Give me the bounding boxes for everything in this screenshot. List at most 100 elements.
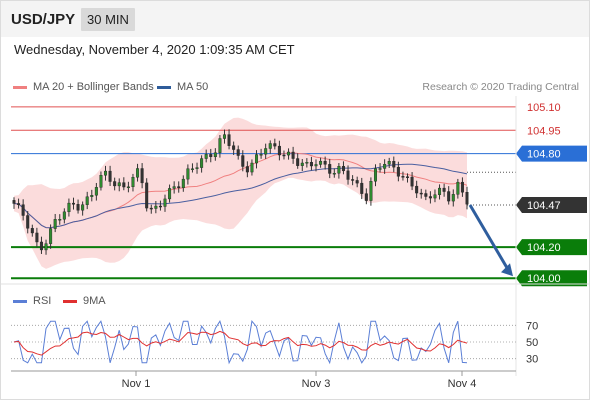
ma50-line bbox=[13, 163, 468, 229]
candle-body bbox=[442, 187, 446, 192]
legend-9ma: 9MA bbox=[63, 295, 106, 307]
rsi-swatch bbox=[13, 299, 27, 303]
header: USD/JPY 30 MIN bbox=[1, 1, 589, 37]
candle-body bbox=[332, 172, 336, 175]
candle-body bbox=[163, 198, 167, 207]
candle-body bbox=[401, 176, 405, 178]
candle-body bbox=[428, 196, 432, 199]
candle-body bbox=[21, 204, 25, 216]
rsi-axis-label: 70 bbox=[526, 320, 538, 332]
x-tick-label: Nov 4 bbox=[448, 378, 477, 390]
candle-body bbox=[314, 164, 318, 167]
candle-body bbox=[364, 193, 368, 201]
candle-body bbox=[213, 152, 217, 158]
price-label-resistance: 105.10 bbox=[527, 102, 561, 114]
candle-body bbox=[94, 187, 98, 196]
candle-body bbox=[373, 168, 377, 182]
candle-body bbox=[300, 162, 304, 166]
candle-body bbox=[39, 241, 43, 251]
bollinger-band-area bbox=[14, 117, 467, 269]
candle-body bbox=[255, 154, 259, 164]
candle-body bbox=[204, 154, 208, 159]
ma20-swatch bbox=[13, 85, 27, 89]
datetime-label: Wednesday, November 4, 2020 1:09:35 AM C… bbox=[14, 42, 295, 57]
price-label-last_price: 104.47 bbox=[527, 200, 561, 212]
candle-body bbox=[140, 168, 144, 184]
candle-body bbox=[122, 182, 126, 188]
candle-body bbox=[236, 149, 240, 156]
candle-body bbox=[351, 179, 355, 181]
candle-body bbox=[117, 182, 121, 187]
rsi-axis-label: 50 bbox=[526, 337, 538, 349]
candle-body bbox=[104, 170, 108, 176]
candle-body bbox=[85, 196, 89, 205]
candle-body bbox=[415, 185, 419, 194]
candle-body bbox=[149, 207, 153, 210]
candle-body bbox=[113, 181, 117, 187]
ma50-label: MA 50 bbox=[177, 81, 209, 93]
candle-body bbox=[44, 243, 48, 251]
candle-body bbox=[387, 161, 391, 165]
price-label-pivot: 104.80 bbox=[527, 149, 561, 161]
candle-body bbox=[200, 158, 204, 168]
candle-body bbox=[62, 211, 66, 220]
candle-body bbox=[287, 151, 291, 156]
price-label-support: 104.00 bbox=[527, 273, 561, 285]
candle-body bbox=[309, 162, 313, 167]
candle-body bbox=[76, 204, 80, 211]
legend-rsi: RSI bbox=[13, 295, 51, 307]
candle-body bbox=[168, 188, 172, 200]
candle-body bbox=[131, 177, 135, 188]
candle-body bbox=[433, 194, 437, 199]
ma9-label: 9MA bbox=[83, 295, 106, 307]
candle-body bbox=[232, 145, 236, 150]
candle-body bbox=[406, 176, 410, 178]
price-label-resistance: 104.95 bbox=[527, 125, 561, 137]
candle-body bbox=[222, 134, 226, 139]
candle-body bbox=[378, 168, 382, 170]
forecast-arrow-head bbox=[501, 263, 513, 277]
candle-body bbox=[341, 166, 345, 172]
candle-body bbox=[218, 138, 222, 153]
candle-body bbox=[136, 168, 140, 178]
candle-body bbox=[360, 182, 364, 194]
candle-body bbox=[383, 164, 387, 169]
candle-body bbox=[410, 176, 414, 187]
candle-body bbox=[245, 166, 249, 173]
candle-body bbox=[438, 187, 442, 195]
candle-body bbox=[259, 154, 263, 156]
candle-body bbox=[90, 195, 94, 197]
candle-body bbox=[186, 168, 190, 180]
candle-body bbox=[419, 192, 423, 195]
price-tag-last_price bbox=[516, 197, 587, 214]
candle-body bbox=[328, 164, 332, 174]
timeframe-badge[interactable]: 30 MIN bbox=[81, 8, 135, 31]
candle-body bbox=[355, 180, 359, 184]
candle-body bbox=[424, 193, 428, 197]
candle-body bbox=[58, 219, 62, 221]
ma20-label: MA 20 + Bollinger Bands bbox=[33, 81, 154, 93]
candle-body bbox=[277, 145, 281, 156]
candle-body bbox=[465, 192, 469, 205]
rsi-9ma-line bbox=[13, 330, 468, 356]
candle-body bbox=[209, 154, 213, 158]
candle-body bbox=[26, 215, 30, 229]
candle-body bbox=[181, 178, 185, 189]
candle-body bbox=[305, 162, 309, 164]
candle-body bbox=[460, 181, 464, 193]
x-tick-label: Nov 3 bbox=[302, 378, 331, 390]
candle-body bbox=[12, 200, 16, 204]
candle-body bbox=[268, 143, 272, 149]
candle-body bbox=[319, 160, 323, 165]
forecast-arrow-shaft bbox=[468, 204, 511, 272]
ma50-swatch bbox=[157, 85, 171, 89]
candle-body bbox=[67, 202, 71, 213]
price-tag-pivot bbox=[516, 145, 587, 162]
rsi-label: RSI bbox=[33, 295, 52, 307]
candle-body bbox=[158, 205, 162, 208]
candle-body bbox=[154, 205, 158, 209]
candle-body bbox=[53, 219, 57, 229]
candle-body bbox=[337, 166, 341, 174]
candle-body bbox=[126, 186, 130, 189]
